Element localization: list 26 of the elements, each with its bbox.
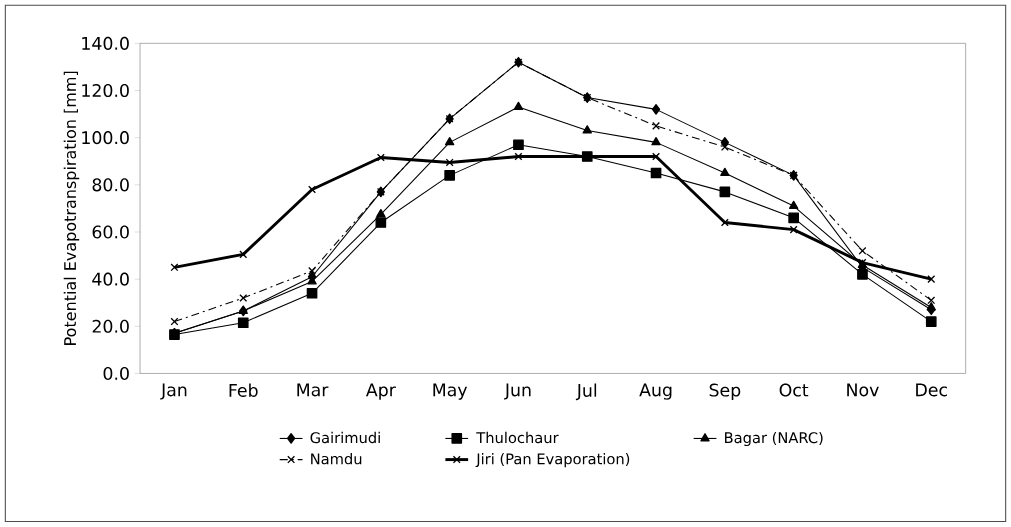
x-tick-label: May <box>433 383 468 400</box>
x-tick-label: Apr <box>365 383 396 400</box>
legend-label: Gairimudi <box>310 431 380 444</box>
x-tick-label: Feb <box>229 383 258 397</box>
legend-label: Thulochaur <box>476 431 559 444</box>
x-tick-label: Dec <box>916 383 947 397</box>
y-tick-label: 60.0 <box>92 225 129 239</box>
x-tick-label: Jan <box>160 383 187 400</box>
x-tick-label: Aug <box>639 383 672 400</box>
x-tick-label: Jun <box>504 383 531 400</box>
y-tick-label: 0.0 <box>103 366 129 381</box>
legend-label: Namdu <box>311 453 362 465</box>
x-tick-label: Nov <box>847 383 879 397</box>
y-tick-label: 120.0 <box>82 84 129 98</box>
y-axis-title: Potential Evapotranspiration [mm] <box>63 71 80 345</box>
y-tick-label: 40.0 <box>92 272 129 286</box>
x-tick-label: Jul <box>575 383 597 401</box>
y-tick-label: 80.0 <box>92 178 129 192</box>
y-tick-label: 140.0 <box>82 36 129 50</box>
x-tick-label: Mar <box>297 383 329 397</box>
y-tick-label: 20.0 <box>92 319 129 333</box>
legend-label: Jiri (Pan Evaporation) <box>475 453 630 468</box>
legend-label: Bagar (NARC) <box>725 431 823 447</box>
x-tick-label: Sep <box>709 383 741 401</box>
x-tick-label: Oct <box>779 383 809 397</box>
y-tick-label: 100.0 <box>82 131 129 145</box>
